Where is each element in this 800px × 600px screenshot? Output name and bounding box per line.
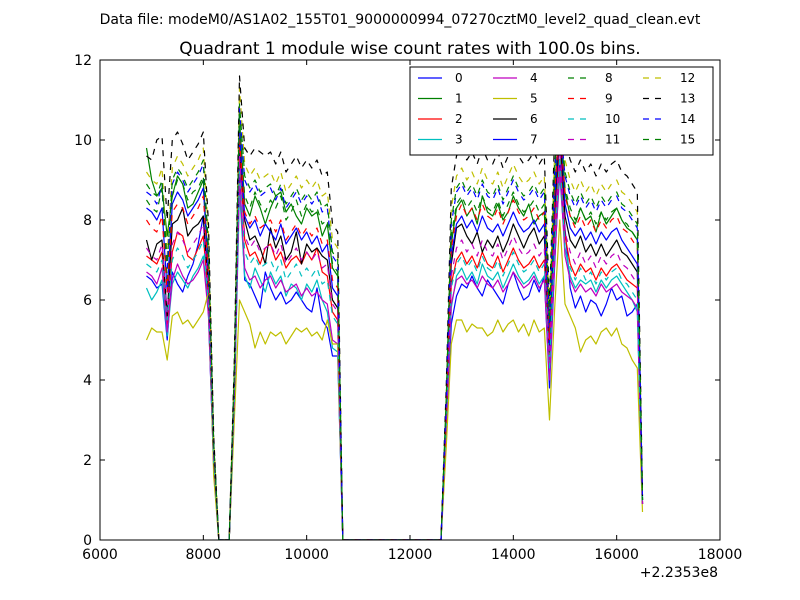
legend-label: 2 — [455, 112, 463, 126]
legend-item-15: 15 — [643, 133, 695, 147]
legend-label: 9 — [605, 92, 613, 106]
y-tick-label: 8 — [83, 213, 92, 229]
x-tick-label: 16000 — [594, 547, 639, 563]
x-tick-label: 6000 — [82, 547, 118, 563]
x-tick-label: 18000 — [698, 547, 743, 563]
legend-item-13: 13 — [643, 92, 695, 106]
legend-label: 4 — [530, 71, 538, 85]
legend-label: 6 — [530, 112, 538, 126]
legend-label: 0 — [455, 71, 463, 85]
legend-item-6: 6 — [493, 112, 538, 126]
legend-item-14: 14 — [643, 112, 695, 126]
y-tick-label: 0 — [83, 533, 92, 549]
x-offset-label: +2.2353e8 — [640, 565, 718, 581]
legend-label: 5 — [530, 92, 538, 106]
legend-item-2: 2 — [418, 112, 463, 126]
x-tick-label: 8000 — [186, 547, 222, 563]
y-tick-label: 6 — [83, 293, 92, 309]
legend-box — [409, 66, 714, 156]
x-tick-label: 10000 — [284, 547, 329, 563]
x-tick-label: 14000 — [491, 547, 536, 563]
legend-label: 11 — [605, 133, 620, 147]
tick-layer: 6000 8000 10000 12000 14000 16000 180000246810… — [74, 53, 742, 563]
legend-label: 15 — [680, 133, 695, 147]
chart-title: Quadrant 1 module wise count rates with … — [179, 39, 640, 59]
legend-label: 14 — [680, 112, 695, 126]
legend-item-10: 10 — [568, 112, 620, 126]
legend-item-7: 7 — [493, 133, 538, 147]
legend-label: 10 — [605, 112, 620, 126]
series-line-5 — [145, 219, 644, 540]
y-tick-label: 2 — [83, 453, 92, 469]
y-tick-label: 10 — [74, 133, 92, 149]
legend-label: 12 — [680, 71, 695, 85]
legend-label: 13 — [680, 92, 695, 106]
legend-item-3: 3 — [418, 133, 463, 147]
y-tick-label: 12 — [74, 53, 92, 69]
legend-item-5: 5 — [493, 92, 538, 106]
legend-item-8: 8 — [568, 71, 613, 85]
legend-item-1: 1 — [418, 92, 463, 106]
chart-suptitle: Data file: modeM0/AS1A02_155T01_90000009… — [100, 12, 701, 28]
legend-item-4: 4 — [493, 71, 538, 85]
legend-item-0: 0 — [418, 71, 463, 85]
legend-label: 8 — [605, 71, 613, 85]
legend-item-11: 11 — [568, 133, 620, 147]
legend-item-12: 12 — [643, 71, 695, 85]
series-line-4 — [146, 167, 644, 540]
legend-label: 7 — [530, 133, 538, 147]
legend-label: 3 — [455, 133, 463, 147]
legend-item-9: 9 — [568, 92, 613, 106]
x-tick-label: 12000 — [388, 547, 433, 563]
legend-label: 1 — [455, 92, 463, 106]
y-tick-label: 4 — [83, 373, 92, 389]
